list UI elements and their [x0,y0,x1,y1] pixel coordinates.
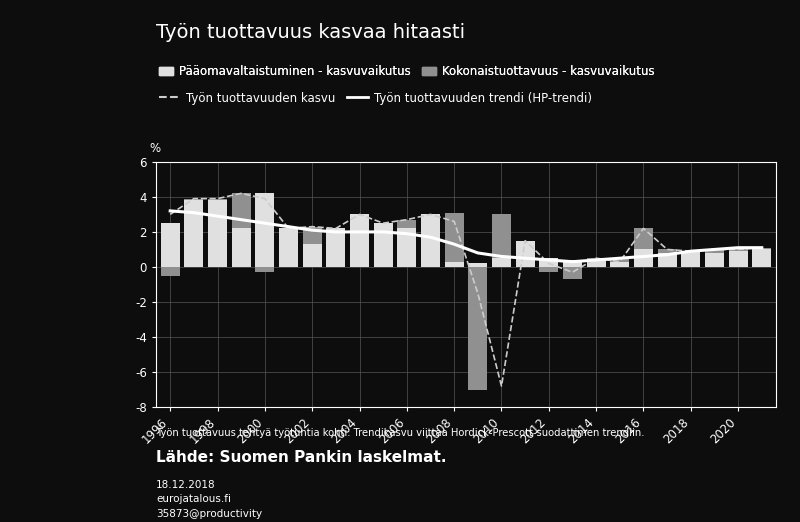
Bar [279,229,298,267]
Bar [208,200,227,267]
Bar [398,220,416,229]
Bar [705,250,724,253]
Bar [729,251,748,267]
Bar [374,223,393,267]
Bar [729,250,748,251]
Bar [492,258,511,267]
Legend: Työn tuottavuuden kasvu, Työn tuottavuuden trendi (HP-trendi): Työn tuottavuuden kasvu, Työn tuottavuud… [154,87,597,109]
Bar [539,258,558,267]
Bar [658,250,677,253]
Bar [398,229,416,267]
Bar [302,227,322,244]
Text: eurojatalous.fi: eurojatalous.fi [156,494,231,504]
Bar [232,229,250,267]
Bar [563,267,582,279]
Text: 18.12.2018: 18.12.2018 [156,480,216,490]
Bar [516,241,534,267]
Bar [586,258,606,260]
Legend: Pääomavaltaistuminen - kasvuvaikutus, Kokonaistuottavuus - kasvuvaikutus: Pääomavaltaistuminen - kasvuvaikutus, Ko… [154,61,660,83]
Bar [563,260,582,267]
Bar [705,253,724,267]
Bar [634,229,653,250]
Bar [682,251,700,267]
Bar [752,250,771,267]
Bar [658,253,677,267]
Text: Lähde: Suomen Pankin laskelmat.: Lähde: Suomen Pankin laskelmat. [156,450,446,465]
Bar [208,199,227,200]
Bar [161,267,180,276]
Bar [752,248,771,250]
Bar [610,258,630,262]
Bar [445,212,464,262]
Bar [326,229,346,267]
Text: Työn tuottavuus kasvaa hitaasti: Työn tuottavuus kasvaa hitaasti [156,23,465,42]
Bar [586,260,606,267]
Bar [634,250,653,267]
Bar [255,193,274,267]
Bar [539,267,558,272]
Text: 35873@productivity: 35873@productivity [156,509,262,519]
Bar [255,267,274,272]
Bar [350,215,369,267]
Bar [161,223,180,267]
Bar [421,215,440,267]
Text: Työn tuottavuus tehtyä työtuntia kohti. Trendikasvu viittaa Hordick-Prescott-suo: Työn tuottavuus tehtyä työtuntia kohti. … [156,428,645,438]
Bar [302,244,322,267]
Bar [492,215,511,258]
Bar [232,193,250,229]
Bar [445,262,464,267]
Bar [184,199,203,200]
Bar [184,200,203,267]
Bar [468,264,487,267]
Text: %: % [149,142,160,155]
Bar [610,262,630,267]
Bar [468,267,487,389]
